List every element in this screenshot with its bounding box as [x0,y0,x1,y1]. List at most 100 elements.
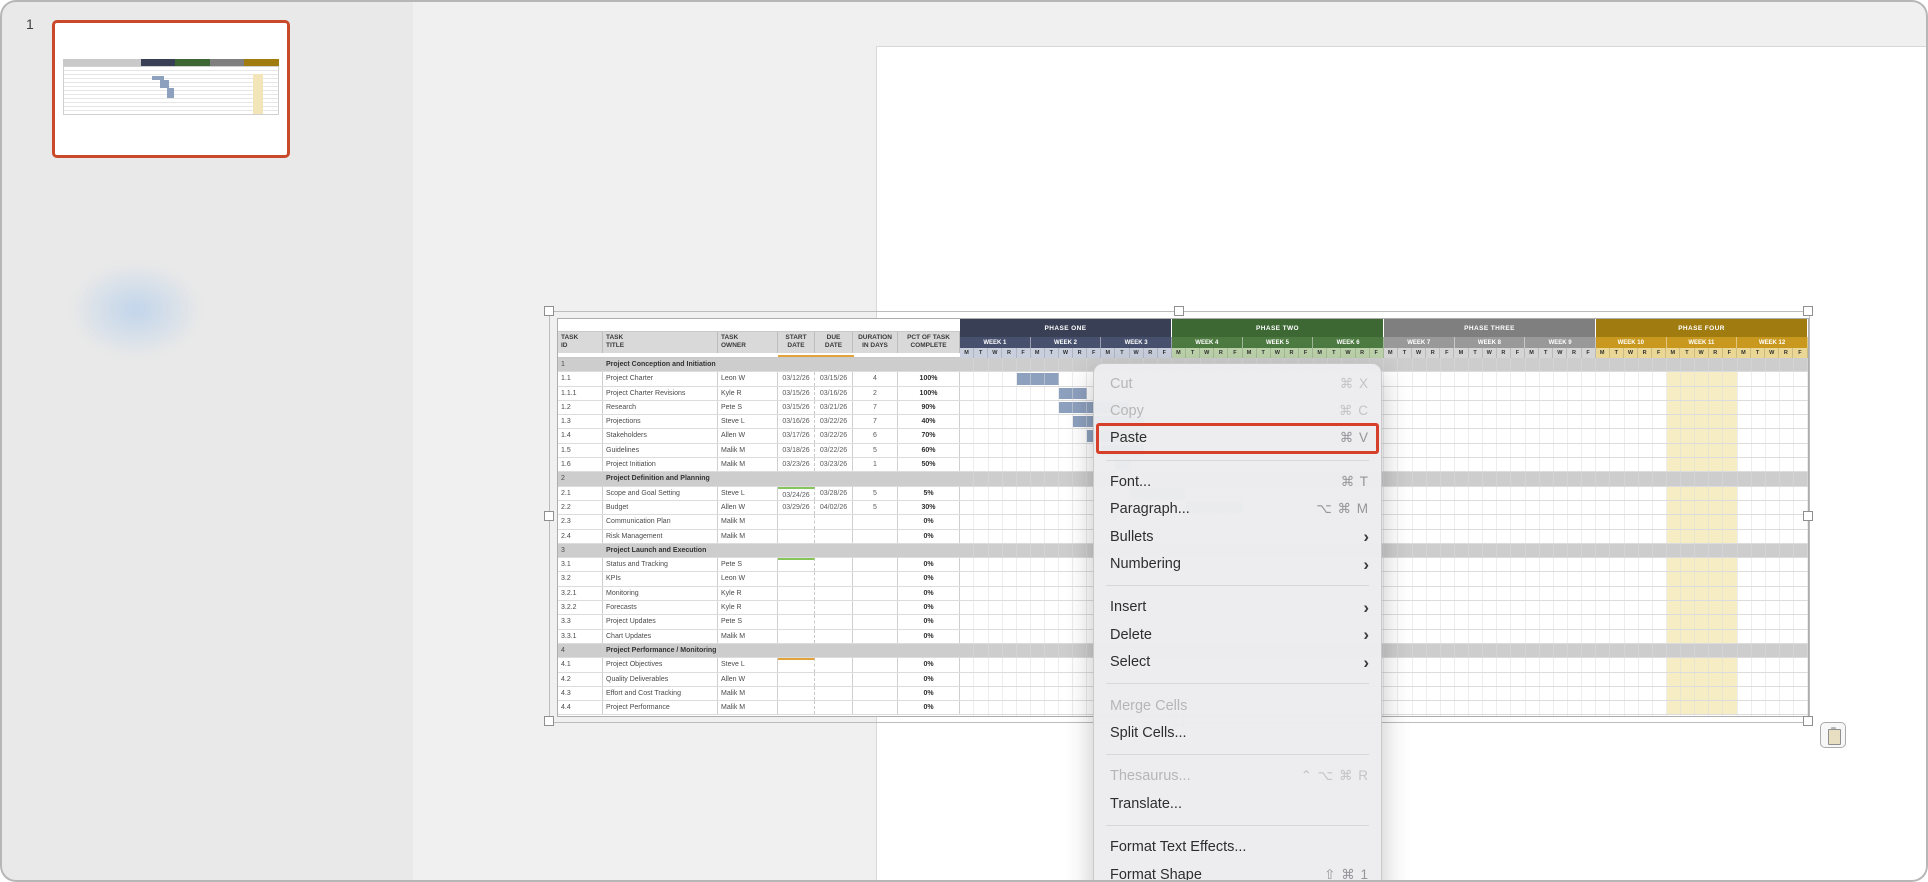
start-date-cell [778,601,815,615]
task-title-cell: Stakeholders [603,429,718,443]
task-title-cell: Project Performance [603,701,718,715]
day-header: F [1722,348,1737,358]
start-date-cell [778,672,815,686]
start-date-cell: 03/15/26 [778,386,815,400]
menu-item-select[interactable]: Select › [1094,649,1381,676]
task-id-cell: 1.6 [558,458,603,472]
week-highlight-band [1666,686,1738,701]
selection-handle[interactable] [544,306,554,316]
column-header: TASK ID [558,332,603,353]
menu-item-label: Paragraph... [1110,501,1190,518]
task-title-cell: Forecasts [603,601,718,615]
due-date-cell: 03/22/26 [815,429,853,443]
menu-item-copy: Copy ⌘ C [1094,397,1381,424]
day-header: M [1171,348,1186,358]
menu-item-thesaurus: Thesaurus... ⌃ ⌥ ⌘ R [1094,763,1381,790]
thumbnail-yellow-band [253,74,264,114]
task-id-cell: 1 [558,358,603,372]
week-header: WEEK 1 [960,337,1031,348]
menu-item-paste[interactable]: Paste ⌘ V [1094,422,1381,455]
selection-handle[interactable] [1803,716,1813,726]
menu-item-format-text-effects[interactable]: Format Text Effects... [1094,833,1381,860]
pct-complete-cell: 0% [898,529,960,543]
menu-item-shortcut: ⌘ C [1339,403,1369,419]
due-date-cell [815,572,853,586]
menu-item-format-shape[interactable]: Format Shape ⇧ ⌘ 1 [1094,861,1381,882]
column-header: DURATION IN DAYS [853,332,898,353]
date-accent-bar [778,355,854,357]
task-title-cell: Communication Plan [603,515,718,529]
table-header-accent-strip [558,353,960,358]
selection-handle[interactable] [544,511,554,521]
day-header: T [1397,348,1412,358]
menu-item-delete[interactable]: Delete › [1094,621,1381,648]
task-owner-cell: Pete S [718,400,778,415]
selection-handle[interactable] [544,716,554,726]
day-header: R [1496,348,1511,358]
menu-item-bullets[interactable]: Bullets › [1094,523,1381,550]
duration-cell: 1 [853,458,898,472]
day-header: F [1581,348,1596,358]
gantt-row-strip [960,472,1808,485]
day-header: W [1270,348,1285,358]
menu-item-insert[interactable]: Insert › [1094,594,1381,621]
week-highlight-band [1666,601,1738,615]
pct-complete-cell: 0% [898,515,960,529]
due-date-cell [815,601,853,615]
clipboard-board [1828,729,1841,745]
menu-item-paragraph[interactable]: Paragraph... ⌥ ⌘ M [1094,496,1381,523]
start-date-cell [778,572,815,586]
selection-handle[interactable] [1803,511,1813,521]
menu-item-label: Font... [1110,473,1152,490]
menu-item-label: Delete [1110,626,1152,643]
gantt-bar [1016,373,1059,385]
menu-item-label: Insert [1110,599,1147,616]
table-column-headers: TASK ID TASK TITLE TASK OWNER START DATE DUE… [558,332,960,353]
day-header: W [1553,348,1568,358]
day-header: F [1016,348,1031,358]
gantt-row-strip [960,458,1808,472]
task-id-cell: 3.3 [558,615,603,629]
selection-handle[interactable] [1803,306,1813,316]
day-header: F [1510,348,1525,358]
week-highlight-band [1666,443,1738,458]
duration-cell: 5 [853,500,898,515]
pct-complete-cell: 0% [898,615,960,629]
menu-item-translate[interactable]: Translate... [1094,790,1381,817]
task-title-cell: KPIs [603,572,718,586]
task-id-cell: 1.4 [558,429,603,443]
due-date-cell [815,615,853,629]
start-date-cell: 03/17/26 [778,429,815,443]
day-header: M [1595,348,1610,358]
menu-item-numbering[interactable]: Numbering › [1094,550,1381,577]
page-thumbnail[interactable] [52,20,290,158]
phase-band-row: PHASE ONE PHASE TWO PHASE THREE PHASE FOUR [960,319,1808,337]
pct-complete-cell: 70% [898,429,960,443]
task-id-cell: 2 [558,472,603,486]
pct-complete-cell: 100% [898,372,960,386]
day-header: R [1426,348,1441,358]
due-date-cell [815,629,853,643]
week-header: WEEK 9 [1525,337,1596,348]
day-header: T [1680,348,1695,358]
menu-item-label: Bullets [1110,528,1154,545]
menu-item-font[interactable]: Font... ⌘ T [1094,468,1381,495]
duration-cell [853,572,898,586]
duration-cell [853,529,898,543]
selection-handle[interactable] [1173,306,1184,316]
task-id-cell: 3.2.2 [558,601,603,615]
pct-complete-cell: 40% [898,415,960,429]
menu-item-split-cells[interactable]: Split Cells... [1094,719,1381,746]
gantt-row-strip [960,429,1808,443]
gantt-row-strip [960,686,1808,701]
duration-cell: 5 [853,443,898,458]
paste-clipboard-icon[interactable] [1820,722,1846,748]
task-title-cell: Research [603,400,718,415]
start-date-cell [778,701,815,715]
task-id-cell: 3.2 [558,572,603,586]
day-header: W [1200,348,1215,358]
due-date-cell: 03/22/26 [815,443,853,458]
menu-item-shortcut: ⌘ X [1339,375,1369,391]
table-left-header: TASK ID TASK TITLE TASK OWNER START DATE DUE… [558,319,960,358]
section-title-cell: Project Definition and Planning [606,475,710,483]
